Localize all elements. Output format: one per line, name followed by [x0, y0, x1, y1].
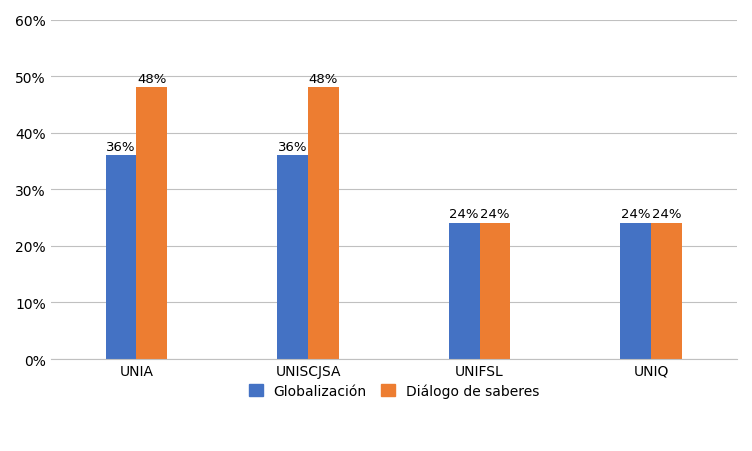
Bar — [480, 224, 511, 359]
Bar — [651, 224, 682, 359]
Bar — [620, 224, 651, 359]
Text: 24%: 24% — [621, 208, 650, 221]
Bar — [449, 224, 480, 359]
Text: 24%: 24% — [481, 208, 510, 221]
Text: 36%: 36% — [106, 140, 135, 153]
Legend: Globalización, Diálogo de saberes: Globalización, Diálogo de saberes — [243, 377, 544, 403]
Text: 48%: 48% — [309, 73, 338, 85]
Bar — [136, 88, 167, 359]
Bar — [308, 88, 339, 359]
Text: 24%: 24% — [652, 208, 681, 221]
Bar — [105, 156, 136, 359]
Bar — [277, 156, 308, 359]
Text: 48%: 48% — [137, 73, 166, 85]
Text: 24%: 24% — [450, 208, 479, 221]
Text: 36%: 36% — [277, 140, 308, 153]
